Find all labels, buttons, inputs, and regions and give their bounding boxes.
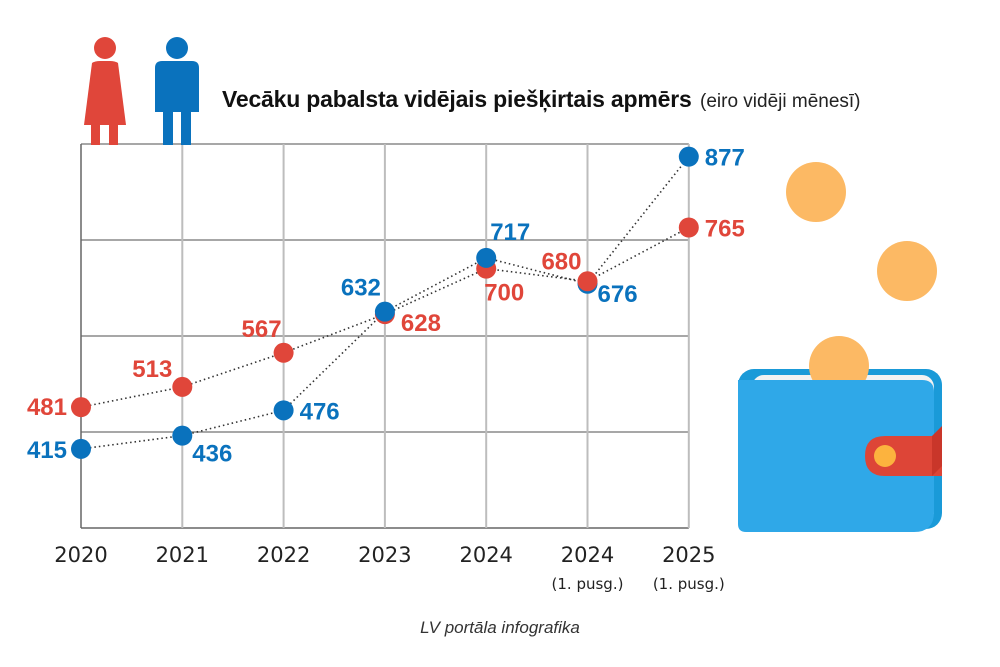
- value-label-male: 717: [490, 219, 530, 246]
- value-label-female: 513: [132, 356, 172, 383]
- data-point-male: [172, 425, 193, 446]
- value-label-female: 567: [242, 316, 282, 343]
- value-label-male: 877: [705, 145, 745, 172]
- data-point-male: [273, 400, 294, 421]
- value-label-male: 632: [341, 275, 381, 302]
- data-point-female: [273, 342, 294, 363]
- value-label-female: 481: [27, 394, 67, 421]
- data-point-female: [678, 217, 699, 238]
- value-label-male: 436: [192, 441, 232, 468]
- data-point-female: [172, 376, 193, 397]
- value-label-male: 676: [598, 281, 638, 308]
- data-point-male: [678, 146, 699, 167]
- value-label-male: 476: [300, 398, 340, 425]
- data-point-male: [374, 301, 395, 322]
- data-point-female: [577, 271, 598, 292]
- coin-icon: [877, 241, 937, 301]
- grid: [80, 143, 690, 529]
- coin-icon: [786, 162, 846, 222]
- chart-title: Vecāku pabalsta vidējais piešķirtais apm…: [222, 86, 861, 113]
- x-axis-ticks: 2020 2021 2022 2023 2024 2024 (1. pusg.) 2025 (1…: [54, 543, 724, 593]
- chart-title-main: Vecāku pabalsta vidējais piešķirtais apm…: [222, 86, 692, 112]
- credit-text: LV portāla infografika: [420, 618, 580, 637]
- value-label-female: 680: [541, 248, 581, 275]
- x-tick-label: 2023: [358, 543, 411, 567]
- data-point-male: [71, 438, 91, 459]
- chart-title-unit: (eiro vidēji mēnesī): [700, 91, 861, 112]
- x-tick-sublabel: (1. pusg.): [653, 575, 725, 593]
- data-point-male: [476, 247, 497, 268]
- value-label-female: 628: [401, 310, 441, 337]
- value-labels: 481 513 567 628 700 680 765 415 436 476 632 717 676 8…: [27, 145, 745, 468]
- value-label-male: 415: [27, 437, 67, 464]
- male-figure-icon: [155, 37, 199, 145]
- x-tick-label: 2020: [54, 543, 107, 567]
- series-points: [71, 146, 699, 459]
- female-figure-icon: [84, 37, 126, 145]
- x-tick-label: 2022: [257, 543, 310, 567]
- wallet-icon: [738, 336, 942, 532]
- x-tick-label: 2024: [459, 543, 512, 567]
- x-tick-sublabel: (1. pusg.): [552, 575, 624, 593]
- x-tick-label: 2024: [561, 543, 614, 567]
- value-label-female: 700: [484, 280, 524, 307]
- x-tick-label: 2021: [156, 543, 209, 567]
- data-point-female: [71, 397, 91, 418]
- x-tick-label: 2025: [662, 543, 715, 567]
- value-label-female: 765: [705, 216, 745, 243]
